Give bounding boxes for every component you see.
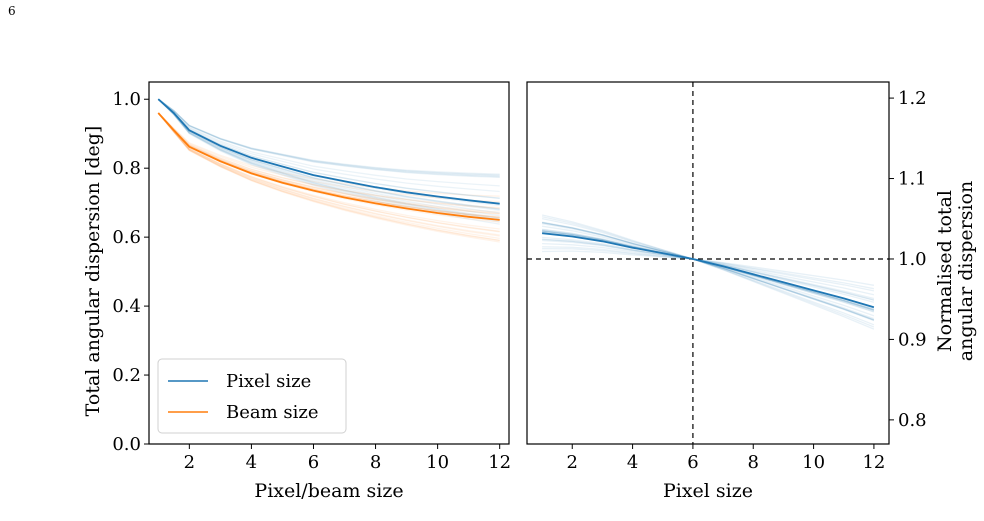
x-tick-label: 12 bbox=[862, 452, 885, 473]
left-y-ticks: 0.0 0.2 0.4 0.6 0.8 1.0 bbox=[112, 89, 149, 455]
legend-box bbox=[157, 358, 347, 434]
sample-curve-beam bbox=[157, 112, 500, 242]
sample-curve-normalised bbox=[541, 221, 875, 321]
y-tick-label: 1.0 bbox=[112, 89, 141, 110]
right-sample-curves bbox=[541, 214, 875, 330]
sample-curve-pixel bbox=[157, 98, 500, 187]
sample-curve-pixel bbox=[157, 98, 500, 176]
x-tick-label: 6 bbox=[687, 452, 698, 473]
right-plot: 2 4 6 8 10 12 0.8 0.9 1.0 1.1 1.2 Pixel size Norm… bbox=[526, 81, 977, 502]
sample-curve-normalised bbox=[541, 217, 875, 326]
y-tick-label: 0.8 bbox=[898, 410, 927, 431]
series-line-normalised bbox=[542, 232, 875, 309]
sample-curve-pixel bbox=[157, 98, 500, 217]
sample-curve-beam bbox=[157, 112, 500, 209]
series-line-beam-size bbox=[157, 112, 500, 221]
x-tick-label: 10 bbox=[802, 452, 825, 473]
x-tick-label: 2 bbox=[567, 452, 578, 473]
left-sample-curves bbox=[157, 98, 500, 243]
sample-curve-beam bbox=[157, 112, 500, 233]
y-tick-label: 0.8 bbox=[112, 158, 141, 179]
x-tick-label: 8 bbox=[748, 452, 759, 473]
x-tick-label: 4 bbox=[627, 452, 638, 473]
legend-label-beam-size: Beam size bbox=[226, 402, 319, 423]
left-plot: 2 4 6 8 10 12 0.0 0.2 0.4 0.6 0.8 1.0 Pixel/beam s… bbox=[82, 81, 511, 502]
sample-curve-beam bbox=[157, 112, 500, 197]
y-tick-label: 0.2 bbox=[112, 365, 141, 386]
sample-curve-beam bbox=[157, 112, 500, 240]
sample-curve-normalised bbox=[541, 221, 875, 322]
x-tick-label: 8 bbox=[370, 452, 381, 473]
y-tick-label: 0.4 bbox=[112, 296, 141, 317]
x-tick-label: 2 bbox=[184, 452, 195, 473]
right-y-axis-label-line-1: Normalised total bbox=[934, 190, 956, 352]
sample-curve-normalised bbox=[541, 223, 875, 320]
sample-curve-pixel bbox=[157, 98, 500, 179]
sample-curve-normalised bbox=[541, 216, 875, 328]
sample-curve-pixel bbox=[157, 98, 500, 177]
y-tick-label: 1.1 bbox=[898, 169, 927, 190]
y-tick-label: 1.0 bbox=[898, 249, 927, 270]
sample-curve-beam bbox=[157, 112, 500, 218]
sample-curve-pixel bbox=[157, 98, 500, 223]
sample-curve-normalised bbox=[542, 246, 875, 292]
page-number: 6 bbox=[8, 4, 16, 18]
y-tick-label: 0.9 bbox=[898, 329, 927, 350]
right-series-line bbox=[542, 232, 875, 309]
sample-curve-beam bbox=[157, 112, 500, 242]
sample-curve-pixel bbox=[157, 98, 500, 211]
sample-curve-normalised bbox=[541, 222, 875, 321]
right-x-axis-label: Pixel size bbox=[663, 480, 753, 502]
left-x-ticks: 2 4 6 8 10 12 bbox=[184, 444, 511, 473]
legend-label-pixel-size: Pixel size bbox=[226, 371, 311, 392]
sample-curve-beam bbox=[157, 112, 500, 232]
left-plot-frame bbox=[148, 81, 510, 445]
x-tick-label: 10 bbox=[426, 452, 449, 473]
left-x-axis-label: Pixel/beam size bbox=[254, 480, 403, 502]
sample-curve-beam bbox=[157, 112, 500, 237]
sample-curve-beam bbox=[157, 112, 500, 236]
right-y-ticks: 0.8 0.9 1.0 1.1 1.2 bbox=[889, 88, 927, 431]
right-plot-frame bbox=[526, 81, 890, 445]
right-y-axis-label-line-2: angular dispersion bbox=[955, 181, 977, 361]
sample-curve-pixel bbox=[157, 98, 500, 193]
sample-curve-pixel bbox=[157, 98, 500, 219]
right-x-ticks: 2 4 6 8 10 12 bbox=[567, 444, 885, 473]
sample-curve-pixel bbox=[157, 98, 500, 178]
x-tick-label: 6 bbox=[308, 452, 319, 473]
sample-curve-normalised bbox=[542, 250, 875, 286]
legend: Pixel size Beam size bbox=[157, 358, 347, 434]
sample-curve-beam bbox=[157, 112, 500, 203]
sample-curve-pixel bbox=[157, 98, 500, 175]
y-tick-label: 1.2 bbox=[898, 88, 927, 109]
left-series-lines bbox=[157, 98, 500, 221]
sample-curve-normalised bbox=[541, 221, 875, 321]
x-tick-label: 12 bbox=[488, 452, 511, 473]
sample-curve-pixel bbox=[157, 98, 500, 214]
sample-curve-beam bbox=[157, 112, 500, 243]
sample-curve-beam bbox=[157, 112, 500, 210]
x-tick-label: 4 bbox=[246, 452, 257, 473]
series-line-pixel-size bbox=[157, 98, 500, 205]
sample-curve-beam bbox=[157, 112, 500, 230]
sample-curve-normalised bbox=[541, 214, 875, 330]
sample-curve-beam bbox=[157, 112, 500, 218]
sample-curve-pixel bbox=[157, 98, 500, 221]
y-tick-label: 0.6 bbox=[112, 227, 141, 248]
sample-curve-pixel bbox=[157, 98, 500, 220]
sample-curve-normalised bbox=[542, 242, 875, 296]
y-tick-label: 0.0 bbox=[112, 434, 141, 455]
left-y-axis-label: Total angular dispersion [deg] bbox=[82, 126, 104, 417]
sample-curve-normalised bbox=[542, 248, 875, 290]
